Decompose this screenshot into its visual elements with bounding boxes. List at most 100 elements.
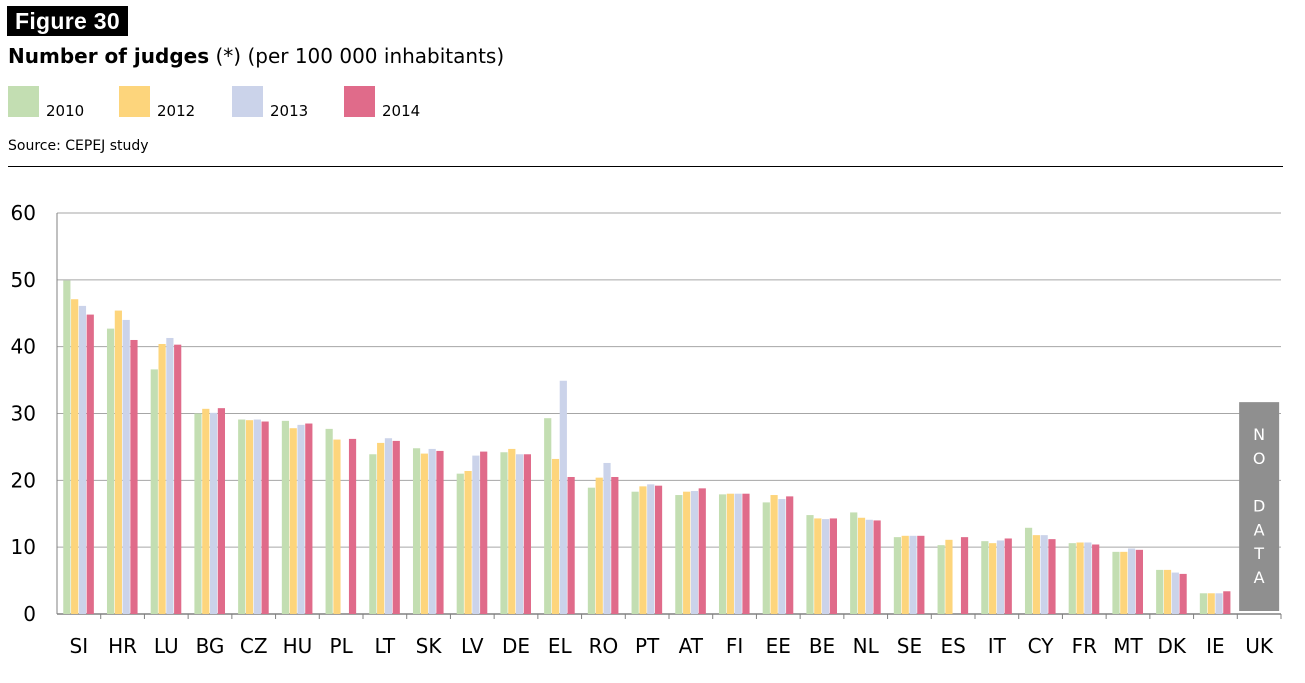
bar-BG-2012 <box>202 408 210 614</box>
bar-HR-2012 <box>114 310 122 614</box>
legend-label-2012: 2012 <box>157 102 196 120</box>
legend-swatch-2010 <box>8 86 39 117</box>
bar-PT-2013 <box>647 484 655 614</box>
no-data-letter: A <box>1254 520 1265 539</box>
bar-BG-2014 <box>217 408 225 614</box>
chart-title: Number of judges (*) (per 100 000 inhabi… <box>8 44 504 68</box>
bar-LU-2012 <box>158 343 166 614</box>
bar-EL-2012 <box>551 458 560 614</box>
bar-NL-2010 <box>850 512 858 614</box>
bar-IE-2012 <box>1207 593 1215 614</box>
bar-EL-2014 <box>567 476 575 614</box>
bar-HR-2013 <box>122 319 130 614</box>
x-tick-label-ES: ES <box>940 634 965 658</box>
bar-CZ-2012 <box>245 420 254 614</box>
bar-MT-2014 <box>1135 549 1143 614</box>
bar-RO-2014 <box>611 476 619 614</box>
no-data-letter: N <box>1253 425 1265 444</box>
bar-NL-2013 <box>865 519 873 614</box>
legend-label-2013: 2013 <box>270 102 309 120</box>
header-rule <box>8 166 1283 167</box>
bar-CZ-2013 <box>253 419 261 614</box>
bar-SI-2014 <box>86 314 94 614</box>
x-tick-label-FI: FI <box>726 634 743 658</box>
x-tick-label-EL: EL <box>548 634 573 658</box>
bar-SK-2010 <box>412 448 421 614</box>
bar-SE-2013 <box>909 535 917 614</box>
x-tick-label-PL: PL <box>330 634 354 658</box>
bar-CY-2014 <box>1048 539 1056 614</box>
no-data-letter: T <box>1253 544 1264 563</box>
x-tick-label-EE: EE <box>766 634 791 658</box>
bar-EE-2013 <box>778 499 786 614</box>
legend-label-2010: 2010 <box>46 102 85 120</box>
x-tick-label-CY: CY <box>1028 634 1055 658</box>
x-tick-label-DK: DK <box>1157 634 1186 658</box>
bar-IT-2012 <box>989 543 997 614</box>
bar-SE-2012 <box>901 535 909 614</box>
x-tick-label-BG: BG <box>196 634 225 658</box>
y-tick-label-40: 40 <box>11 335 36 359</box>
legend-label-2014: 2014 <box>382 102 421 120</box>
figure-label: Figure 30 <box>7 6 128 36</box>
bar-HU-2014 <box>305 423 313 614</box>
bar-FR-2013 <box>1084 542 1092 614</box>
y-tick-label-50: 50 <box>11 268 36 292</box>
x-tick-label-CZ: CZ <box>240 634 268 658</box>
legend-swatch-2012 <box>119 86 150 117</box>
bar-EE-2010 <box>762 502 770 614</box>
bar-LU-2014 <box>174 344 182 614</box>
bar-BG-2010 <box>194 413 202 614</box>
bar-CZ-2014 <box>261 421 269 614</box>
bar-LV-2014 <box>480 451 488 614</box>
bar-DK-2012 <box>1163 569 1172 614</box>
no-data-letter: O <box>1253 449 1266 468</box>
bar-IT-2014 <box>1004 538 1012 614</box>
chart-title-main: Number of judges <box>8 44 210 68</box>
bar-SK-2012 <box>420 453 428 614</box>
bar-PL-2012 <box>333 439 341 614</box>
bar-EL-2010 <box>544 418 552 614</box>
bar-LU-2013 <box>166 337 174 614</box>
bar-EE-2014 <box>786 496 794 614</box>
bar-BG-2013 <box>210 412 218 614</box>
x-tick-label-IT: IT <box>988 634 1007 658</box>
bar-DE-2012 <box>508 448 516 614</box>
bar-SK-2014 <box>436 450 444 614</box>
y-tick-label-30: 30 <box>11 402 36 426</box>
bar-HU-2013 <box>297 424 305 614</box>
bar-MT-2013 <box>1128 548 1136 614</box>
x-tick-label-NL: NL <box>853 634 880 658</box>
bar-CY-2012 <box>1032 535 1040 614</box>
bar-LU-2010 <box>150 369 158 614</box>
bar-PT-2012 <box>639 486 647 614</box>
x-tick-label-LT: LT <box>375 634 396 658</box>
y-tick-label-60: 60 <box>11 201 36 225</box>
bar-RO-2010 <box>587 487 596 614</box>
x-tick-label-HU: HU <box>283 634 313 658</box>
x-tick-label-UK: UK <box>1245 634 1274 658</box>
bar-NL-2012 <box>857 517 866 614</box>
bar-PT-2014 <box>654 485 663 614</box>
bar-SI-2010 <box>63 280 71 614</box>
x-tick-label-IE: IE <box>1206 634 1225 658</box>
x-tick-label-SE: SE <box>897 634 922 658</box>
bar-SI-2012 <box>71 299 79 614</box>
bar-AT-2014 <box>698 488 706 614</box>
bar-HR-2010 <box>106 328 115 614</box>
bar-LT-2012 <box>377 442 385 614</box>
bar-IT-2013 <box>996 540 1005 614</box>
x-tick-label-MT: MT <box>1113 634 1143 658</box>
bar-AT-2013 <box>690 491 699 614</box>
bar-BE-2014 <box>829 518 837 614</box>
bar-IE-2013 <box>1215 593 1223 614</box>
chart-title-suffix: (*) (per 100 000 inhabitants) <box>209 44 505 68</box>
bar-ES-2014 <box>960 537 969 614</box>
bar-NL-2014 <box>873 520 881 614</box>
x-tick-label-RO: RO <box>589 634 619 658</box>
bar-LV-2013 <box>472 455 480 614</box>
bar-HU-2010 <box>281 420 290 614</box>
bar-FI-2013 <box>734 493 742 614</box>
no-data-box-UK <box>1239 402 1280 611</box>
